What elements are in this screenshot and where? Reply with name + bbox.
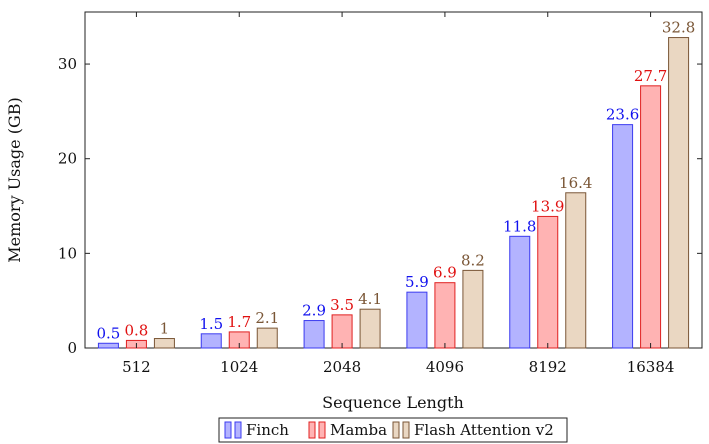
plot-area-frame <box>84 11 703 349</box>
legend-label: Finch <box>246 421 289 439</box>
bar-mamba <box>434 282 456 349</box>
data-label: 6.9 <box>433 264 457 282</box>
data-label: 0.5 <box>96 324 120 342</box>
x-tick-label: 8192 <box>529 358 567 376</box>
x-tick-label: 16384 <box>627 358 675 376</box>
bar-flash-attention-v2 <box>565 192 587 349</box>
bar-finch <box>303 320 325 349</box>
data-label: 27.7 <box>634 67 667 85</box>
bar-flash-attention-v2 <box>359 308 381 349</box>
legend-swatch <box>318 421 326 439</box>
data-label: 4.1 <box>358 290 382 308</box>
bar-flash-attention-v2 <box>153 338 175 349</box>
axis-ticks-layer: 0 10 20 30 512 1024 2048 4096 8192 16384 <box>58 12 702 376</box>
bar-flash-attention-v2 <box>462 269 484 349</box>
data-label: 16.4 <box>559 174 592 192</box>
data-label: 1 <box>160 320 170 338</box>
data-label: 1.5 <box>199 315 223 333</box>
bar-flash-attention-v2 <box>256 327 278 349</box>
bar-finch <box>612 124 634 349</box>
legend-swatch <box>308 421 316 439</box>
y-tick-label: 30 <box>58 55 77 73</box>
bar-mamba <box>640 85 662 349</box>
bar-finch <box>406 291 428 349</box>
bar-finch <box>200 333 222 349</box>
y-tick-label: 10 <box>58 244 77 262</box>
data-label: 11.8 <box>503 217 536 235</box>
bars-layer <box>97 37 690 349</box>
data-label: 8.2 <box>461 251 485 269</box>
data-label: 23.6 <box>606 106 639 124</box>
legend-label: Mamba <box>330 421 387 439</box>
bar-finch <box>97 342 119 349</box>
x-axis-title: Sequence Length <box>322 393 464 412</box>
data-label: 13.9 <box>531 197 564 215</box>
x-tick-label: 512 <box>122 358 151 376</box>
data-label: 3.5 <box>330 296 354 314</box>
legend: Finch Mamba Flash Attention v2 <box>218 417 568 443</box>
legend-swatch <box>402 421 410 439</box>
legend-swatch <box>234 421 242 439</box>
bar-flash-attention-v2 <box>668 37 690 349</box>
data-label: 0.8 <box>124 321 148 339</box>
x-tick-label: 4096 <box>426 358 464 376</box>
bar-finch <box>509 235 531 349</box>
y-axis-title: Memory Usage (GB) <box>5 97 24 262</box>
data-labels-layer: 0.5 0.8 1 1.5 1.7 2.1 2.9 3.5 4.1 5.96.98.2 11.8 13… <box>96 19 695 343</box>
legend-swatch <box>392 421 400 439</box>
data-label: 2.1 <box>255 309 279 327</box>
y-tick-label: 20 <box>58 150 77 168</box>
x-tick-label: 2048 <box>323 358 361 376</box>
data-label: 5.9 <box>405 273 429 291</box>
data-label: 32.8 <box>662 19 695 37</box>
x-tick-label: 1024 <box>220 358 258 376</box>
y-tick-label: 0 <box>67 339 77 357</box>
bar-mamba <box>537 215 559 349</box>
data-label: 1.7 <box>227 313 251 331</box>
data-label: 2.9 <box>302 302 326 320</box>
legend-label: Flash Attention v2 <box>414 421 554 439</box>
legend-swatch <box>224 421 232 439</box>
